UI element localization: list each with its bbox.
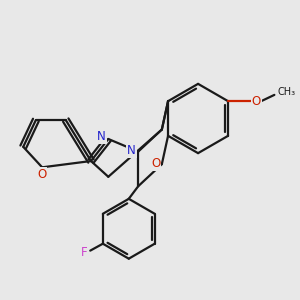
Text: N: N <box>97 130 106 143</box>
Text: O: O <box>151 157 160 170</box>
Text: N: N <box>127 144 136 158</box>
Text: O: O <box>37 168 46 181</box>
Text: F: F <box>81 246 88 259</box>
Text: CH₃: CH₃ <box>278 87 296 98</box>
Text: O: O <box>252 95 261 108</box>
